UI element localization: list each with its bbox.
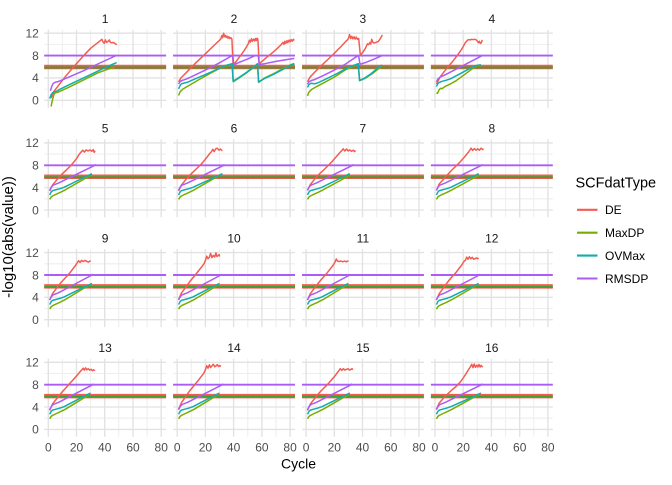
svg-text:2: 2 bbox=[231, 12, 238, 26]
svg-text:4: 4 bbox=[32, 400, 39, 414]
svg-text:5: 5 bbox=[102, 122, 109, 136]
svg-text:7: 7 bbox=[360, 122, 367, 136]
svg-text:8: 8 bbox=[32, 159, 39, 173]
svg-text:4: 4 bbox=[32, 71, 39, 85]
svg-text:13: 13 bbox=[98, 341, 112, 355]
svg-text:20: 20 bbox=[457, 441, 471, 455]
svg-text:0: 0 bbox=[174, 441, 181, 455]
svg-text:0: 0 bbox=[32, 203, 39, 217]
svg-text:3: 3 bbox=[360, 12, 367, 26]
svg-text:DE: DE bbox=[605, 203, 622, 217]
svg-text:0: 0 bbox=[32, 94, 39, 108]
svg-text:0: 0 bbox=[303, 441, 310, 455]
svg-text:60: 60 bbox=[384, 441, 398, 455]
svg-text:12: 12 bbox=[25, 136, 39, 150]
svg-text:11: 11 bbox=[357, 231, 370, 245]
svg-text:6: 6 bbox=[231, 122, 238, 136]
svg-text:40: 40 bbox=[356, 441, 370, 455]
svg-text:8: 8 bbox=[32, 378, 39, 392]
svg-text:RMSDP: RMSDP bbox=[605, 272, 648, 286]
svg-text:80: 80 bbox=[412, 441, 426, 455]
svg-text:12: 12 bbox=[25, 27, 39, 41]
svg-text:16: 16 bbox=[485, 341, 499, 355]
svg-text:0: 0 bbox=[32, 423, 39, 437]
svg-text:SCFdatType: SCFdatType bbox=[576, 176, 657, 192]
svg-text:15: 15 bbox=[356, 341, 370, 355]
svg-text:20: 20 bbox=[328, 441, 342, 455]
svg-text:80: 80 bbox=[541, 441, 555, 455]
svg-text:0: 0 bbox=[32, 313, 39, 327]
svg-text:8: 8 bbox=[32, 268, 39, 282]
svg-text:80: 80 bbox=[155, 441, 169, 455]
svg-text:4: 4 bbox=[32, 181, 39, 195]
svg-text:9: 9 bbox=[102, 231, 109, 245]
svg-text:-log10(abs(value)): -log10(abs(value)) bbox=[0, 176, 17, 298]
svg-text:40: 40 bbox=[98, 441, 112, 455]
svg-text:60: 60 bbox=[513, 441, 527, 455]
svg-text:20: 20 bbox=[70, 441, 84, 455]
svg-text:60: 60 bbox=[255, 441, 269, 455]
svg-text:14: 14 bbox=[227, 341, 241, 355]
svg-text:40: 40 bbox=[227, 441, 241, 455]
svg-text:MaxDP: MaxDP bbox=[605, 226, 644, 240]
svg-text:4: 4 bbox=[488, 12, 495, 26]
svg-text:0: 0 bbox=[45, 441, 52, 455]
svg-text:4: 4 bbox=[32, 291, 39, 305]
svg-text:8: 8 bbox=[488, 122, 495, 136]
svg-text:40: 40 bbox=[485, 441, 499, 455]
svg-text:80: 80 bbox=[283, 441, 297, 455]
svg-text:0: 0 bbox=[432, 441, 439, 455]
svg-text:OVMax: OVMax bbox=[605, 249, 645, 263]
svg-text:12: 12 bbox=[485, 231, 499, 245]
svg-text:Cycle: Cycle bbox=[281, 456, 316, 472]
svg-text:12: 12 bbox=[25, 246, 39, 260]
svg-text:20: 20 bbox=[199, 441, 213, 455]
svg-text:10: 10 bbox=[227, 231, 241, 245]
svg-text:12: 12 bbox=[25, 356, 39, 370]
svg-text:8: 8 bbox=[32, 49, 39, 63]
svg-text:60: 60 bbox=[126, 441, 140, 455]
svg-text:1: 1 bbox=[102, 12, 109, 26]
